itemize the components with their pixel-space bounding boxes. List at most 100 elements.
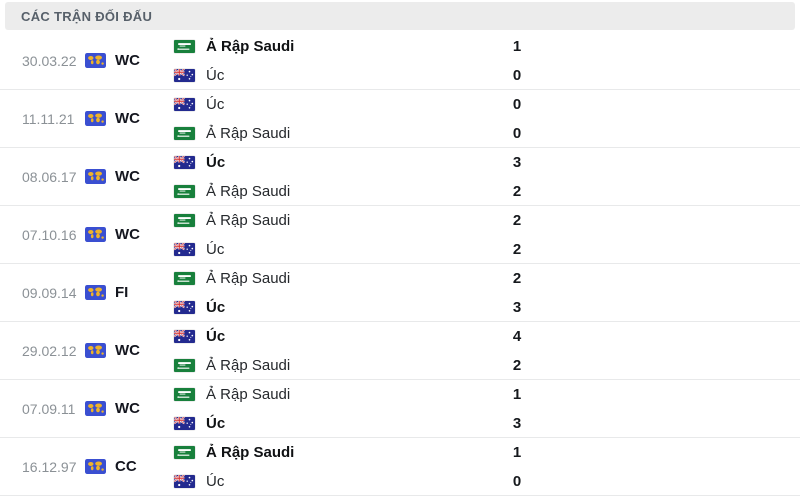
team-line: Úc 0: [174, 61, 526, 90]
competition: WC: [85, 168, 174, 185]
match-row: 11.11.21 WC Úc 0 Ả Rập Saudi 0: [0, 90, 800, 148]
team-line: Ả Rập Saudi 1: [174, 32, 526, 61]
competition-label: WC: [115, 168, 140, 185]
team-name: Úc: [206, 153, 226, 171]
australia-flag-icon: [174, 242, 195, 256]
teams-and-scores: Úc 3 Ả Rập Saudi 2: [174, 148, 526, 206]
team-name: Ả Rập Saudi: [206, 124, 291, 142]
team-line: Ả Rập Saudi 2: [174, 177, 526, 206]
world-map-icon: [85, 459, 106, 474]
saudi-arabia-flag-icon: [174, 358, 195, 372]
world-map-icon: [85, 401, 106, 416]
team-line: Úc 2: [174, 235, 526, 264]
saudi-arabia-flag-icon: [174, 213, 195, 227]
competition-label: WC: [115, 110, 140, 127]
competition-label: WC: [115, 400, 140, 417]
team-name: Ả Rập Saudi: [206, 385, 291, 403]
team-score: 2: [512, 182, 522, 200]
match-row: 30.03.22 WC Ả Rập Saudi 1 Úc 0: [0, 32, 800, 90]
world-map-icon: [85, 169, 106, 184]
competition-label: CC: [115, 458, 137, 475]
saudi-arabia-flag-icon: [174, 271, 195, 285]
team-name: Ả Rập Saudi: [206, 211, 291, 229]
team-score: 2: [512, 240, 522, 258]
saudi-arabia-flag-icon: [174, 184, 195, 198]
world-map-icon: [85, 285, 106, 300]
team-line: Ả Rập Saudi 1: [174, 380, 526, 409]
competition: WC: [85, 110, 174, 127]
match-row: 07.09.11 WC Ả Rập Saudi 1 Úc 3: [0, 380, 800, 438]
team-score: 0: [512, 472, 522, 490]
competition-label: FI: [115, 284, 129, 301]
world-map-icon: [85, 227, 106, 242]
match-row: 16.12.97 CC Ả Rập Saudi 1 Úc 0: [0, 438, 800, 496]
team-name: Ả Rập Saudi: [206, 269, 291, 287]
match-date: 08.06.17: [22, 168, 77, 185]
team-name: Ả Rập Saudi: [206, 37, 295, 55]
team-score: 3: [512, 298, 522, 316]
match-date: 29.02.12: [22, 342, 77, 359]
team-line: Úc 0: [174, 467, 526, 496]
team-score: 4: [512, 327, 522, 345]
match-date: 30.03.22: [22, 52, 77, 69]
team-score: 0: [512, 66, 522, 84]
team-line: Ả Rập Saudi 0: [174, 119, 526, 148]
team-name: Úc: [206, 298, 226, 316]
team-score: 2: [512, 211, 522, 229]
teams-and-scores: Ả Rập Saudi 1 Úc 0: [174, 438, 526, 496]
team-score: 3: [512, 153, 522, 171]
team-line: Úc 3: [174, 148, 526, 177]
panel-header: CÁC TRẬN ĐỐI ĐẤU: [5, 2, 795, 30]
competition-label: WC: [115, 226, 140, 243]
team-line: Úc 3: [174, 409, 526, 438]
teams-and-scores: Ả Rập Saudi 2 Úc 2: [174, 206, 526, 264]
team-score: 0: [512, 124, 522, 142]
saudi-arabia-flag-icon: [174, 387, 195, 401]
match-date: 16.12.97: [22, 458, 77, 475]
competition: WC: [85, 226, 174, 243]
australia-flag-icon: [174, 329, 195, 343]
teams-and-scores: Úc 4 Ả Rập Saudi 2: [174, 322, 526, 380]
match-list: 30.03.22 WC Ả Rập Saudi 1 Úc 0 11.11.21 …: [0, 32, 800, 496]
team-score: 2: [512, 356, 522, 374]
panel-title: CÁC TRẬN ĐỐI ĐẤU: [21, 8, 153, 24]
team-score: 2: [512, 269, 522, 287]
team-name: Ả Rập Saudi: [206, 182, 291, 200]
competition-label: WC: [115, 52, 140, 69]
team-name: Ả Rập Saudi: [206, 356, 291, 374]
teams-and-scores: Ả Rập Saudi 2 Úc 3: [174, 264, 526, 322]
teams-and-scores: Ả Rập Saudi 1 Úc 3: [174, 380, 526, 438]
saudi-arabia-flag-icon: [174, 39, 195, 53]
team-name: Úc: [206, 240, 225, 258]
team-line: Úc 3: [174, 293, 526, 322]
team-score: 3: [512, 414, 522, 432]
australia-flag-icon: [174, 474, 195, 488]
competition: WC: [85, 342, 174, 359]
match-date: 07.10.16: [22, 226, 77, 243]
team-name: Úc: [206, 414, 226, 432]
match-row: 09.09.14 FI Ả Rập Saudi 2 Úc 3: [0, 264, 800, 322]
teams-and-scores: Úc 0 Ả Rập Saudi 0: [174, 90, 526, 148]
saudi-arabia-flag-icon: [174, 445, 195, 459]
team-line: Ả Rập Saudi 2: [174, 206, 526, 235]
team-line: Ả Rập Saudi 2: [174, 264, 526, 293]
team-name: Úc: [206, 327, 226, 345]
competition: WC: [85, 400, 174, 417]
world-map-icon: [85, 111, 106, 126]
match-row: 29.02.12 WC Úc 4 Ả Rập Saudi 2: [0, 322, 800, 380]
team-score: 0: [512, 95, 522, 113]
saudi-arabia-flag-icon: [174, 126, 195, 140]
team-line: Úc 0: [174, 90, 526, 119]
match-date: 11.11.21: [22, 110, 75, 127]
team-score: 1: [512, 385, 522, 403]
world-map-icon: [85, 343, 106, 358]
competition: FI: [85, 284, 174, 301]
australia-flag-icon: [174, 416, 195, 430]
match-date: 07.09.11: [22, 400, 76, 417]
team-name: Úc: [206, 472, 225, 490]
team-line: Úc 4: [174, 322, 526, 351]
world-map-icon: [85, 53, 106, 68]
team-score: 1: [512, 37, 522, 55]
competition-label: WC: [115, 342, 140, 359]
